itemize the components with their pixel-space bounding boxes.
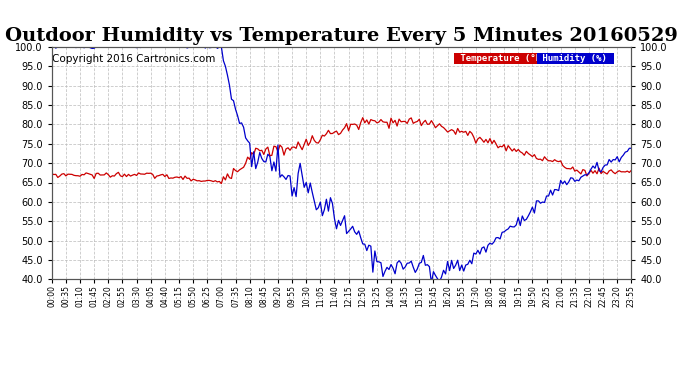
- Text: Temperature (°F): Temperature (°F): [455, 54, 551, 63]
- Title: Outdoor Humidity vs Temperature Every 5 Minutes 20160529: Outdoor Humidity vs Temperature Every 5 …: [5, 27, 678, 45]
- Text: Humidity (%): Humidity (%): [538, 54, 613, 63]
- Text: Copyright 2016 Cartronics.com: Copyright 2016 Cartronics.com: [52, 54, 216, 64]
